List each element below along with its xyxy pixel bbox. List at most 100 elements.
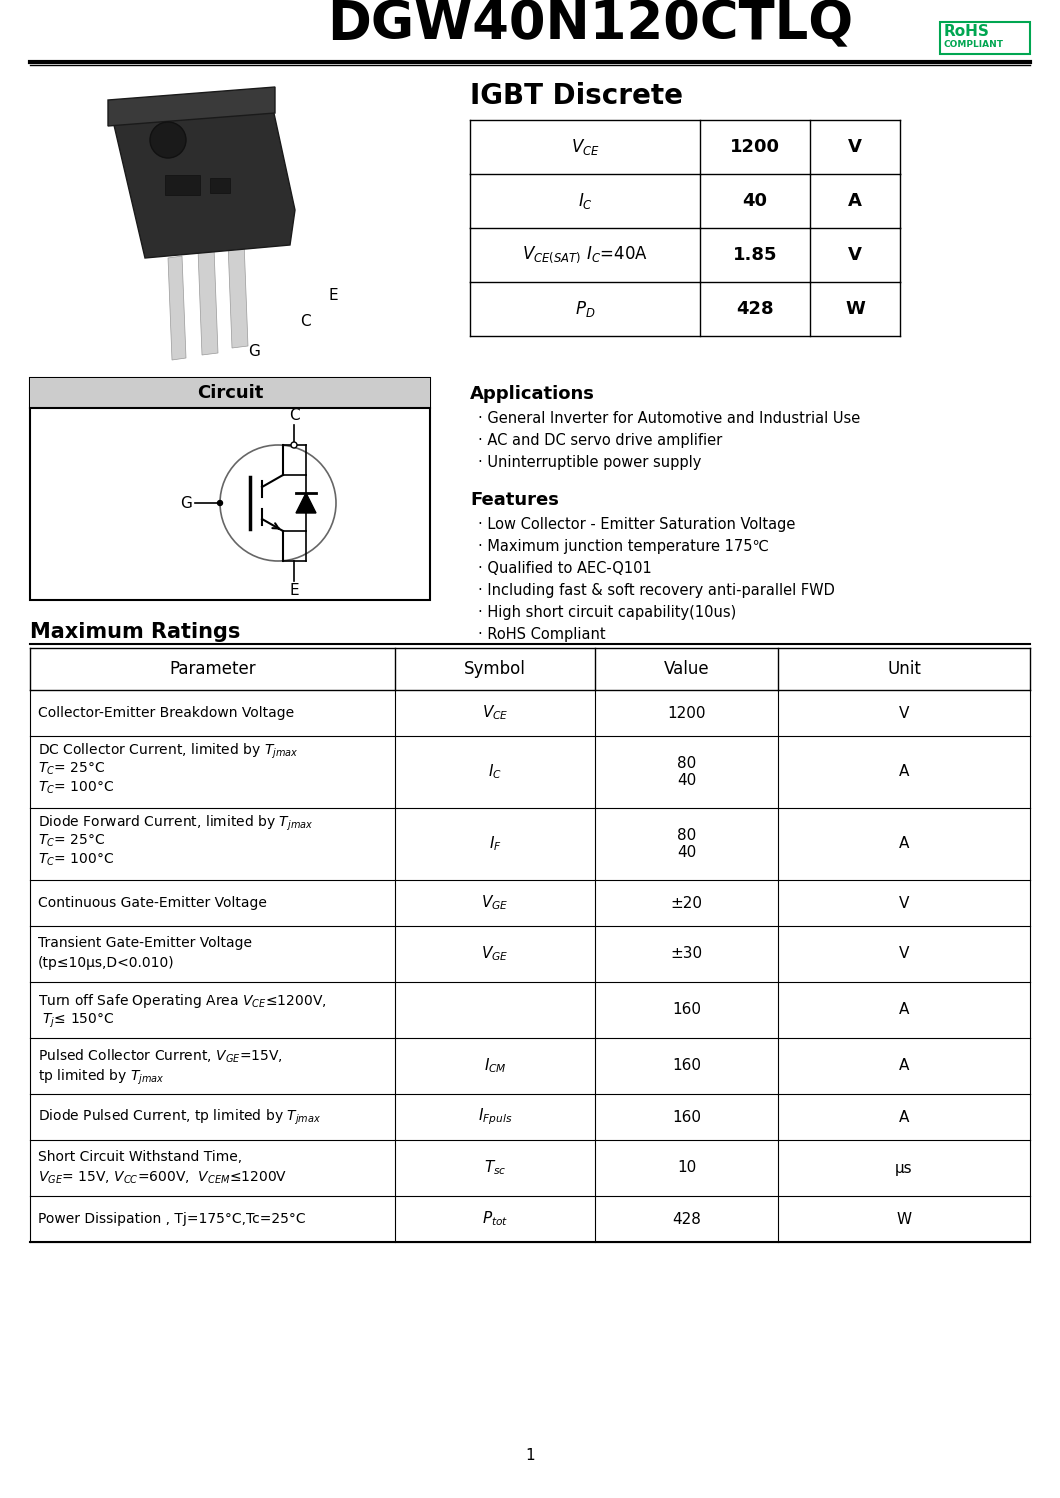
Text: · High short circuit capability(10us): · High short circuit capability(10us) bbox=[478, 605, 737, 620]
Text: V: V bbox=[899, 706, 909, 721]
Text: Circuit: Circuit bbox=[197, 383, 263, 401]
Text: A: A bbox=[899, 1110, 909, 1125]
Text: Power Dissipation , Tj=175°C,Tc=25°C: Power Dissipation , Tj=175°C,Tc=25°C bbox=[38, 1212, 305, 1225]
Text: $V_{GE}$= 15V, $V_{CC}$=600V,  $V_{CEM}$≤1200V: $V_{GE}$= 15V, $V_{CC}$=600V, $V_{CEM}$≤… bbox=[38, 1170, 287, 1186]
Text: μs: μs bbox=[896, 1161, 913, 1176]
Text: A: A bbox=[899, 836, 909, 851]
Text: A: A bbox=[899, 1059, 909, 1074]
Text: $I_C$: $I_C$ bbox=[488, 762, 502, 782]
Bar bbox=[165, 175, 200, 195]
Text: V: V bbox=[848, 246, 862, 264]
Polygon shape bbox=[108, 87, 275, 126]
Text: · RoHS Compliant: · RoHS Compliant bbox=[478, 628, 605, 643]
Text: Transient Gate-Emitter Voltage: Transient Gate-Emitter Voltage bbox=[38, 936, 252, 950]
Text: 1: 1 bbox=[525, 1447, 535, 1462]
Text: Turn off Safe Operating Area $V_{CE}$≤1200V,: Turn off Safe Operating Area $V_{CE}$≤12… bbox=[38, 992, 326, 1010]
Text: · AC and DC servo drive amplifier: · AC and DC servo drive amplifier bbox=[478, 433, 722, 448]
Text: · Low Collector - Emitter Saturation Voltage: · Low Collector - Emitter Saturation Vol… bbox=[478, 517, 795, 532]
Text: Diode Pulsed Current, tp limited by $T_{jmax}$: Diode Pulsed Current, tp limited by $T_{… bbox=[38, 1107, 321, 1126]
Text: Collector-Emitter Breakdown Voltage: Collector-Emitter Breakdown Voltage bbox=[38, 706, 294, 721]
Polygon shape bbox=[110, 94, 295, 258]
Text: Maximum Ratings: Maximum Ratings bbox=[30, 622, 241, 643]
Text: · Uninterruptible power supply: · Uninterruptible power supply bbox=[478, 455, 702, 470]
Bar bbox=[940, 22, 1030, 54]
Text: Symbol: Symbol bbox=[464, 661, 526, 679]
Text: $I_{Fpuls}$: $I_{Fpuls}$ bbox=[478, 1107, 512, 1128]
Text: 1200: 1200 bbox=[667, 706, 706, 721]
Text: 80
40: 80 40 bbox=[677, 756, 696, 788]
Text: W: W bbox=[845, 300, 865, 318]
Text: Continuous Gate-Emitter Voltage: Continuous Gate-Emitter Voltage bbox=[38, 896, 267, 909]
Text: · Qualified to AEC-Q101: · Qualified to AEC-Q101 bbox=[478, 560, 652, 577]
Text: W: W bbox=[897, 1212, 912, 1227]
Circle shape bbox=[151, 121, 186, 157]
Text: C: C bbox=[288, 407, 299, 422]
Text: ±30: ±30 bbox=[670, 947, 703, 962]
Text: Pulsed Collector Current, $V_{GE}$=15V,: Pulsed Collector Current, $V_{GE}$=15V, bbox=[38, 1049, 283, 1065]
Polygon shape bbox=[198, 249, 218, 355]
Text: Features: Features bbox=[470, 491, 559, 509]
Text: C: C bbox=[300, 315, 311, 330]
Text: $T_j$≤ 150°C: $T_j$≤ 150°C bbox=[38, 1013, 114, 1031]
Text: · Including fast & soft recovery anti-parallel FWD: · Including fast & soft recovery anti-pa… bbox=[478, 583, 835, 598]
Text: V: V bbox=[899, 896, 909, 911]
Polygon shape bbox=[228, 241, 248, 348]
Text: RoHS: RoHS bbox=[944, 24, 990, 39]
Text: ±20: ±20 bbox=[671, 896, 703, 911]
Text: V: V bbox=[848, 138, 862, 156]
Text: Unit: Unit bbox=[887, 661, 921, 679]
Circle shape bbox=[292, 442, 297, 448]
Bar bbox=[210, 178, 230, 193]
Text: Parameter: Parameter bbox=[170, 661, 255, 679]
Text: 160: 160 bbox=[672, 1110, 701, 1125]
Text: 40: 40 bbox=[742, 192, 767, 210]
Circle shape bbox=[220, 445, 336, 560]
Text: E: E bbox=[289, 583, 299, 598]
Polygon shape bbox=[296, 493, 316, 512]
Text: $T_C$= 100°C: $T_C$= 100°C bbox=[38, 780, 114, 797]
Text: $V_{GE}$: $V_{GE}$ bbox=[481, 894, 509, 912]
Text: A: A bbox=[899, 764, 909, 779]
Text: A: A bbox=[848, 192, 862, 210]
Text: DC Collector Current, limited by $T_{jmax}$: DC Collector Current, limited by $T_{jma… bbox=[38, 742, 299, 761]
Text: DGW40N120CTLQ: DGW40N120CTLQ bbox=[326, 0, 853, 49]
Text: 10: 10 bbox=[677, 1161, 696, 1176]
Polygon shape bbox=[167, 256, 185, 360]
Text: G: G bbox=[248, 345, 260, 360]
Text: $T_C$= 25°C: $T_C$= 25°C bbox=[38, 761, 105, 777]
Text: 1.85: 1.85 bbox=[732, 246, 777, 264]
Text: $V_{GE}$: $V_{GE}$ bbox=[481, 945, 509, 963]
Text: Short Circuit Withstand Time,: Short Circuit Withstand Time, bbox=[38, 1150, 242, 1164]
Text: · General Inverter for Automotive and Industrial Use: · General Inverter for Automotive and In… bbox=[478, 410, 861, 425]
Text: E: E bbox=[328, 288, 338, 303]
Text: $P_D$: $P_D$ bbox=[575, 300, 596, 319]
Text: 428: 428 bbox=[672, 1212, 701, 1227]
Text: $V_{CE(SAT)}$ $I_C$=40A: $V_{CE(SAT)}$ $I_C$=40A bbox=[522, 244, 648, 265]
Text: A: A bbox=[899, 1002, 909, 1017]
Text: $V_{CE}$: $V_{CE}$ bbox=[481, 704, 509, 722]
Text: · Maximum junction temperature 175℃: · Maximum junction temperature 175℃ bbox=[478, 539, 768, 554]
Circle shape bbox=[217, 500, 223, 505]
Text: 160: 160 bbox=[672, 1002, 701, 1017]
Text: $P_{tot}$: $P_{tot}$ bbox=[482, 1210, 508, 1228]
Text: Diode Forward Current, limited by $T_{jmax}$: Diode Forward Current, limited by $T_{jm… bbox=[38, 813, 314, 833]
Text: 1200: 1200 bbox=[730, 138, 780, 156]
Text: COMPLIANT: COMPLIANT bbox=[944, 40, 1004, 49]
Text: 80
40: 80 40 bbox=[677, 828, 696, 860]
Text: $T_{sc}$: $T_{sc}$ bbox=[483, 1158, 507, 1177]
Text: tp limited by $T_{jmax}$: tp limited by $T_{jmax}$ bbox=[38, 1068, 164, 1088]
Text: $T_C$= 100°C: $T_C$= 100°C bbox=[38, 852, 114, 869]
Text: $V_{CE}$: $V_{CE}$ bbox=[570, 136, 599, 157]
Text: V: V bbox=[899, 947, 909, 962]
Text: 160: 160 bbox=[672, 1059, 701, 1074]
Text: Applications: Applications bbox=[470, 385, 595, 403]
Text: $I_{CM}$: $I_{CM}$ bbox=[483, 1056, 507, 1076]
Text: G: G bbox=[180, 496, 192, 511]
Text: $I_F$: $I_F$ bbox=[489, 834, 501, 854]
Text: Value: Value bbox=[664, 661, 709, 679]
Text: (tp≤10μs,D<0.010): (tp≤10μs,D<0.010) bbox=[38, 956, 175, 971]
Text: $T_C$= 25°C: $T_C$= 25°C bbox=[38, 833, 105, 849]
Bar bbox=[30, 377, 430, 601]
Text: $I_C$: $I_C$ bbox=[578, 192, 593, 211]
Text: 428: 428 bbox=[737, 300, 774, 318]
